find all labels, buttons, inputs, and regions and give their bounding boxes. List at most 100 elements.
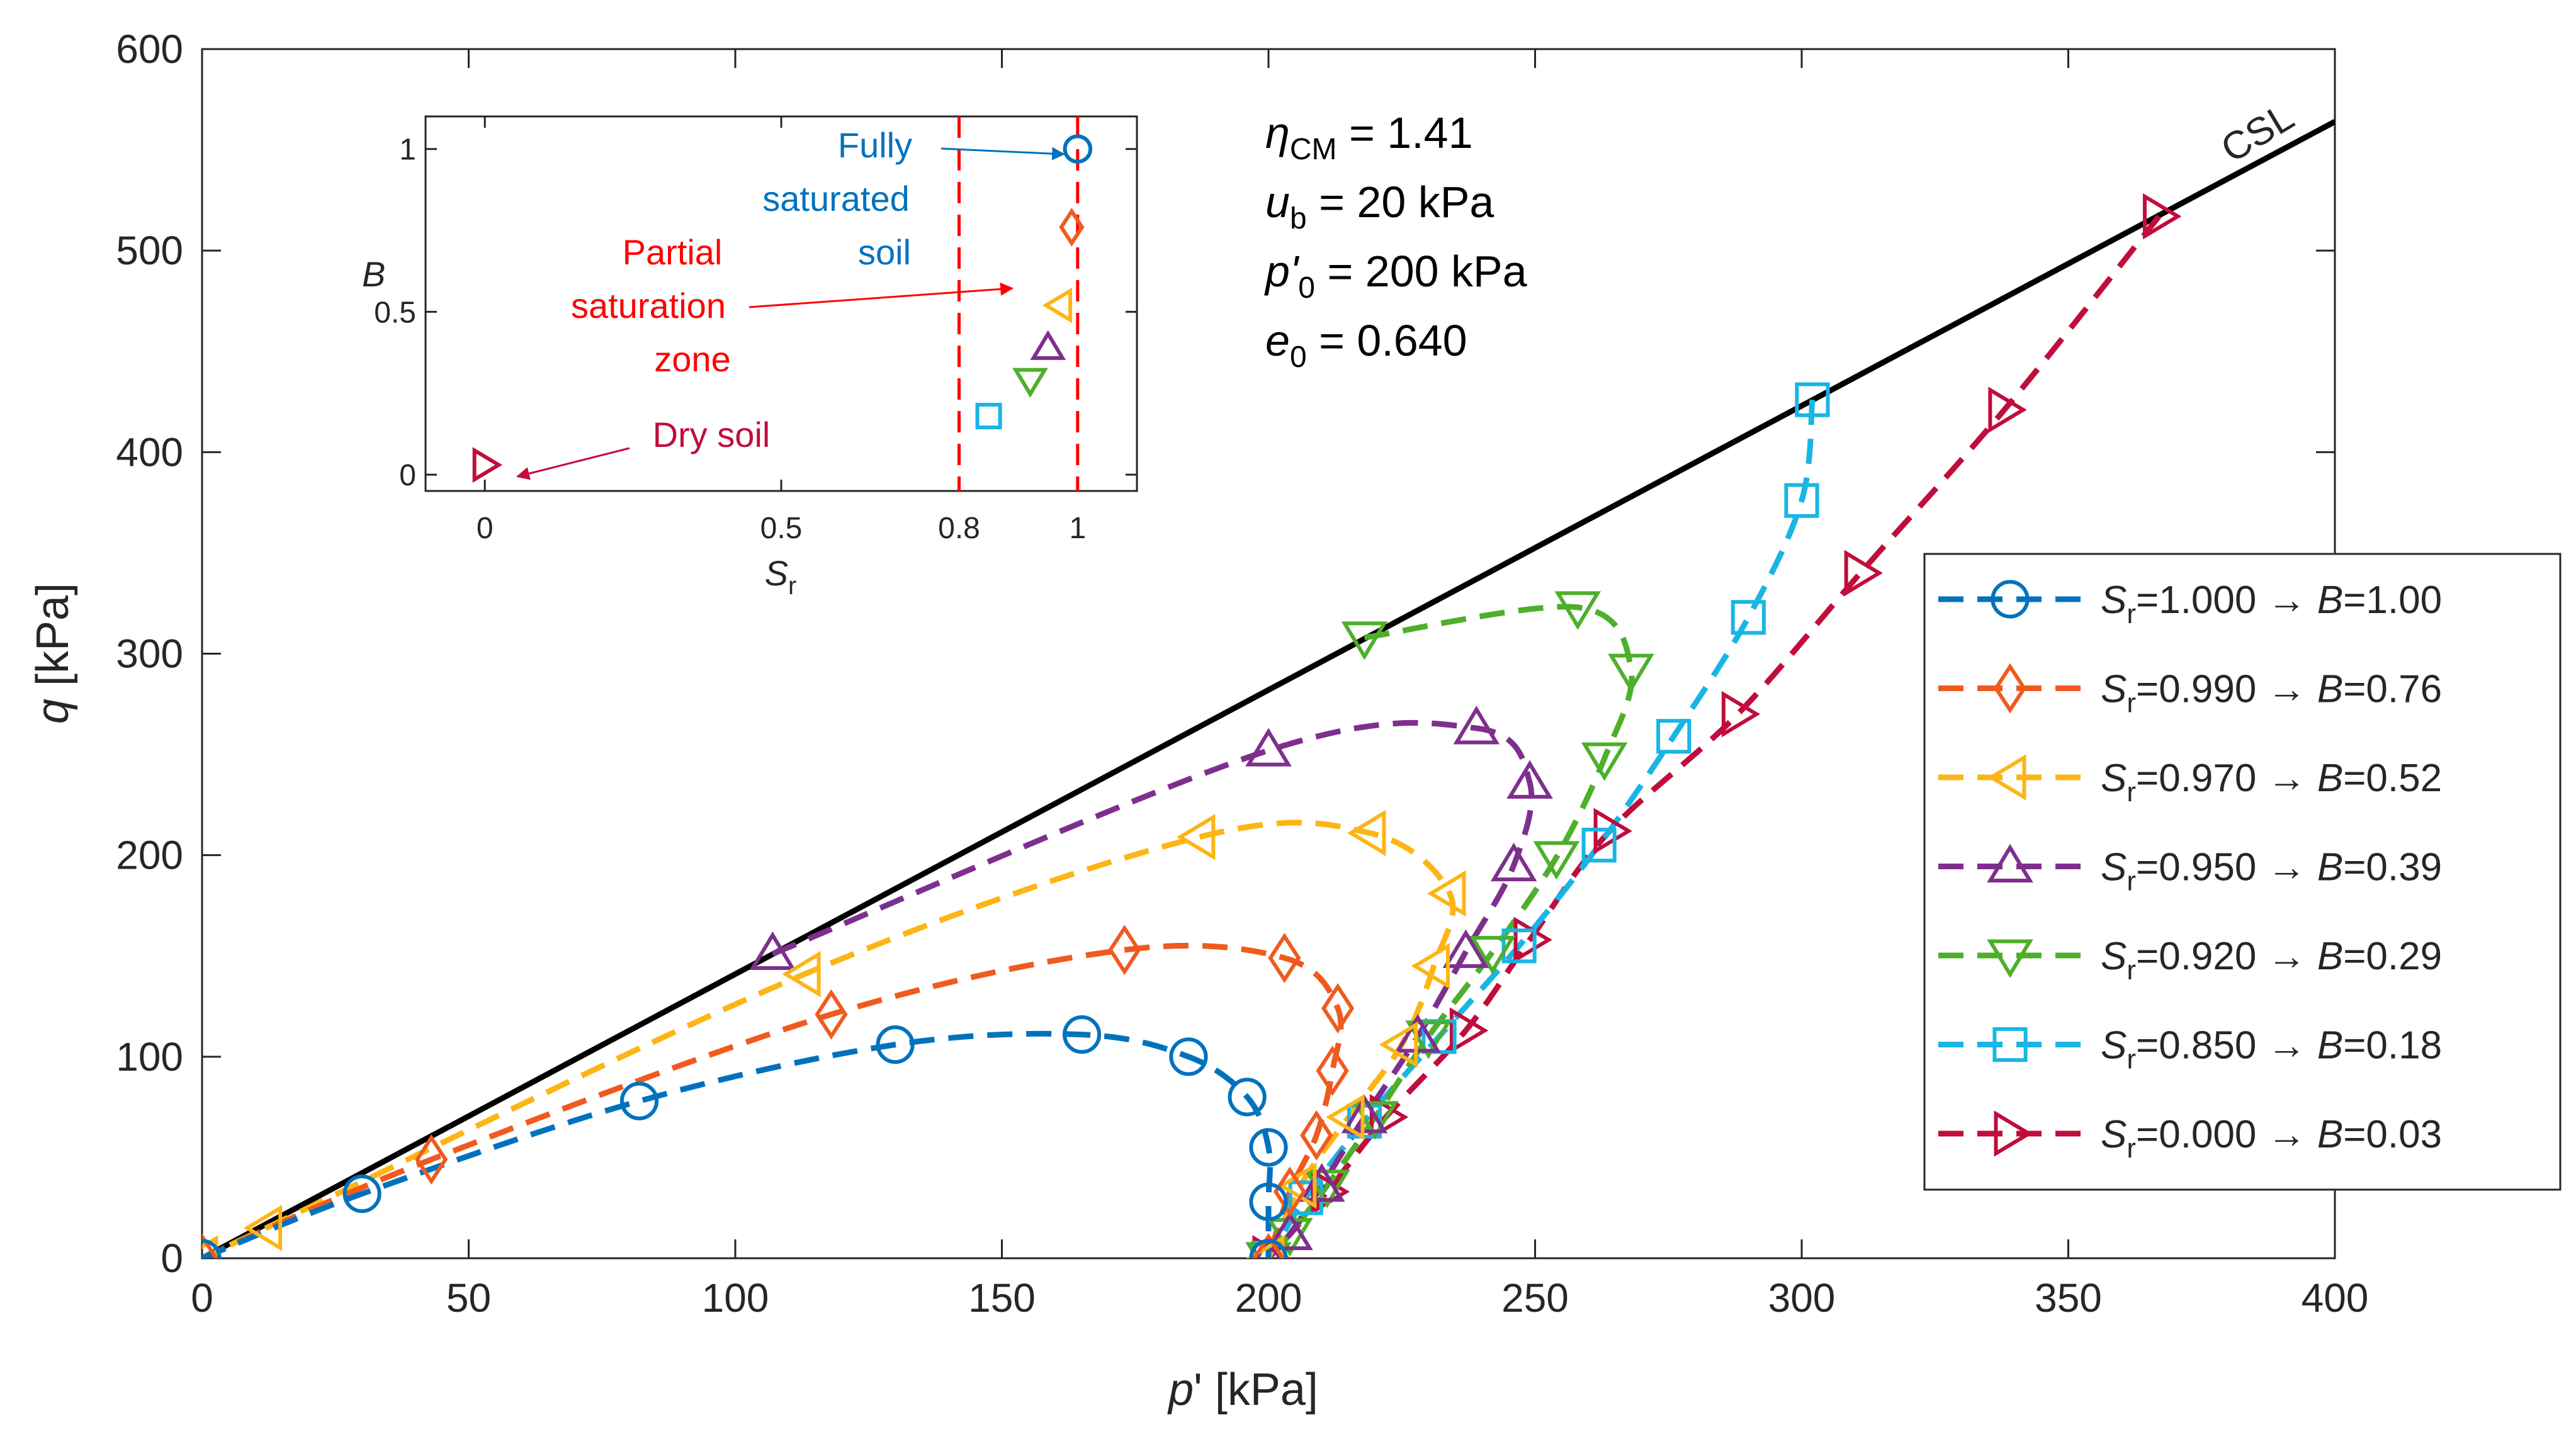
- data-point: [1501, 928, 1537, 964]
- data-point: [1245, 728, 1292, 767]
- series-markers-3: [202, 809, 1466, 1258]
- data-point: [1352, 1101, 1399, 1140]
- param-p0: p'0 = 200 kPa: [1264, 247, 1527, 305]
- annotation-partial-line2: saturation: [571, 286, 726, 325]
- data-point: [1656, 719, 1692, 754]
- annotation-partial-line1: Partial: [623, 232, 723, 272]
- data-point: [342, 1174, 381, 1214]
- inset-annotations: Fully saturated soil Partial saturation …: [516, 125, 1066, 480]
- series-markers-4: [749, 706, 1553, 1258]
- inset-y-axis-title: B: [362, 254, 385, 294]
- y-tick-label: 100: [116, 1034, 183, 1079]
- data-point: [243, 1205, 283, 1251]
- data-point: [1249, 1128, 1288, 1167]
- series-line-7: [1266, 214, 2162, 1258]
- data-point: [1267, 1211, 1313, 1251]
- annotation-fully-line3: soil: [858, 232, 911, 272]
- parameter-text: ηCM = 1.41 ub = 20 kPa p'0 = 200 kPa e0 …: [1264, 108, 1527, 374]
- data-point: [1273, 1166, 1306, 1217]
- inset-point: [975, 402, 1002, 430]
- data-point: [1062, 1015, 1102, 1054]
- data-point: [1300, 1110, 1333, 1161]
- series-markers-2: [202, 925, 1355, 1258]
- inset-y-tick-label: 0.5: [374, 296, 416, 329]
- legend-marker: [1987, 939, 2033, 978]
- legend-marker: [1991, 580, 2030, 619]
- inset-point: [1012, 368, 1048, 398]
- inset-plot-frame: [424, 115, 1138, 492]
- legend-box: [1923, 553, 2562, 1191]
- csl-line: [202, 119, 2335, 1258]
- main-tick-labels: 0 50 100 150 200 250 300 350 4000100200300400500…: [116, 26, 2368, 1321]
- data-point: [1379, 1021, 1418, 1068]
- series-line-1: [202, 1030, 1273, 1258]
- data-point: [1245, 1242, 1292, 1258]
- data-point: [815, 989, 848, 1040]
- legend-entry-6: Sr=0.850 → B=0.18: [1938, 1024, 2442, 1075]
- data-point: [1411, 942, 1450, 989]
- data-point: [1267, 1218, 1313, 1257]
- param-eta: ηCM = 1.41: [1265, 108, 1473, 166]
- x-tick-label: 250: [1501, 1275, 1569, 1321]
- data-point: [1347, 809, 1386, 857]
- data-point: [1469, 935, 1516, 975]
- x-axis-title: p' [kPa]: [1167, 1365, 1318, 1415]
- y-tick-label: 200: [116, 833, 183, 878]
- data-point: [1341, 621, 1388, 660]
- data-point: [1108, 925, 1141, 976]
- param-e0: e0 = 0.640: [1265, 316, 1467, 374]
- data-point: [1249, 1239, 1288, 1258]
- data-point: [1453, 706, 1500, 745]
- legend-label: Sr=0.850 → B=0.18: [2101, 1024, 2442, 1075]
- series-line-2: [202, 942, 1344, 1258]
- inset-plot: 0 0.5 0.8 1 0 0.5 1 Sr B Fully saturated soil …: [362, 115, 1138, 600]
- series-line-5: [1266, 604, 1635, 1258]
- x-tick-label: 150: [968, 1275, 1036, 1321]
- data-point: [1449, 1007, 1489, 1054]
- data-point: [1721, 690, 1761, 738]
- legend-entry-3: Sr=0.970 → B=0.52: [1938, 754, 2442, 808]
- legend-entry-1: Sr=1.000 → B=1.00: [1938, 578, 2442, 629]
- legend: Sr=1.000 → B=1.00 Sr=0.990 → B=0.76 Sr=0.9…: [1923, 553, 2562, 1191]
- data-point: [749, 931, 796, 971]
- y-tick-label: 600: [116, 26, 183, 72]
- x-tick-label: 50: [446, 1275, 491, 1321]
- legend-marker: [1994, 1110, 2033, 1157]
- legend-label: Sr=0.990 → B=0.76: [2101, 668, 2442, 719]
- y-tick-label: 400: [116, 429, 183, 475]
- data-point: [1249, 1182, 1288, 1221]
- data-point: [1251, 1233, 1285, 1258]
- data-point: [782, 950, 821, 998]
- series-markers-5: [1245, 591, 1654, 1258]
- data-point: [1369, 1094, 1409, 1141]
- y-tick-label: 300: [116, 631, 183, 677]
- legend-label: Sr=0.000 → B=0.03: [2101, 1113, 2442, 1164]
- data-point: [1490, 842, 1537, 882]
- data-point: [1554, 591, 1602, 630]
- x-tick-label: 200: [1235, 1275, 1302, 1321]
- x-tick-label: 0: [191, 1275, 213, 1321]
- x-tick-label: 100: [702, 1275, 769, 1321]
- legend-entry-5: Sr=0.920 → B=0.29: [1938, 935, 2442, 986]
- data-point: [1298, 1163, 1345, 1202]
- inset-x-tick-label: 0.8: [938, 512, 980, 545]
- y-axis-title: q [kPa]: [28, 583, 78, 724]
- inset-x-tick-label: 1: [1069, 512, 1086, 545]
- inset-y-tick-label: 0: [399, 459, 416, 492]
- legend-label: Sr=1.000 → B=1.00: [2101, 578, 2442, 629]
- data-point: [1246, 1235, 1285, 1258]
- data-point: [1608, 653, 1654, 692]
- annotation-partial-line3: zone: [654, 339, 730, 379]
- series-line-4: [771, 719, 1535, 1258]
- inset-point: [1042, 287, 1073, 324]
- data-point: [1405, 1020, 1452, 1059]
- inset-point: [472, 447, 502, 483]
- inset-y-tick-label: 1: [399, 133, 416, 167]
- series-line-3: [202, 820, 1456, 1258]
- legend-label: Sr=0.950 → B=0.39: [2101, 846, 2442, 897]
- annotation-partial-arrow: [749, 282, 1014, 308]
- data-point: [876, 1025, 915, 1064]
- inset-point: [1059, 208, 1085, 247]
- x-tick-label: 300: [1768, 1275, 1836, 1321]
